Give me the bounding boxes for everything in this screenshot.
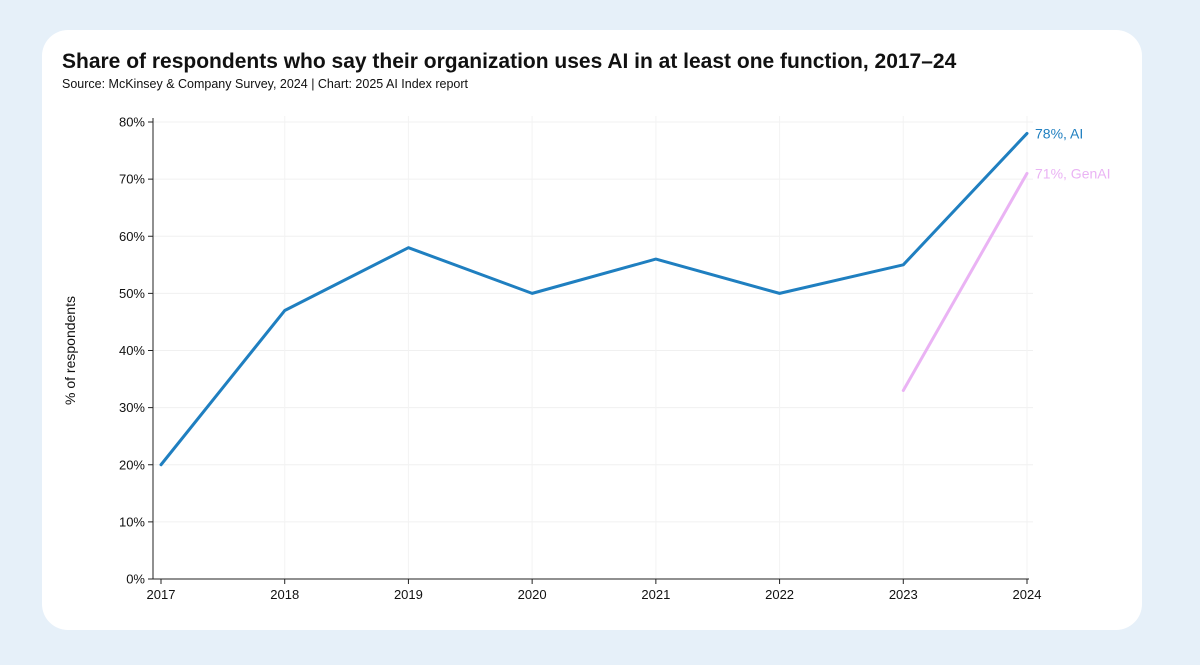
x-tick-label: 2023 (889, 587, 918, 602)
y-tick-label: 80% (119, 115, 145, 130)
series-line-genai (901, 171, 1029, 392)
y-tick-label: 0% (126, 572, 145, 587)
y-tick-label: 30% (119, 400, 145, 415)
y-axis-title: % of respondents (62, 296, 78, 405)
y-tick-label: 10% (119, 514, 145, 529)
x-tick-label: 2018 (270, 587, 299, 602)
x-tick-label: 2022 (765, 587, 794, 602)
chart-title: Share of respondents who say their organ… (62, 50, 957, 73)
y-tick-label: 40% (119, 343, 145, 358)
x-tick-label: 2017 (147, 587, 176, 602)
x-tick-label: 2020 (518, 587, 547, 602)
y-tick-label: 50% (119, 286, 145, 301)
line-chart: 0% 10% 20% 30% 40% 50% 60% 70% 80% 2017 2018 2019 20… (62, 115, 1111, 603)
chart-source: Source: McKinsey & Company Survey, 2024 … (62, 77, 468, 91)
series-line-ai (159, 131, 1029, 467)
y-tick-label: 70% (119, 172, 145, 187)
x-tick-label: 2024 (1013, 587, 1042, 602)
x-tick-label: 2021 (641, 587, 670, 602)
chart-card: Share of respondents who say their organ… (42, 30, 1142, 630)
series-end-label-genai: 71%, GenAI (1035, 165, 1111, 181)
x-tick-label: 2019 (394, 587, 423, 602)
y-tick-label: 60% (119, 229, 145, 244)
series-end-label-ai: 78%, AI (1035, 125, 1083, 141)
y-tick-label: 20% (119, 457, 145, 472)
